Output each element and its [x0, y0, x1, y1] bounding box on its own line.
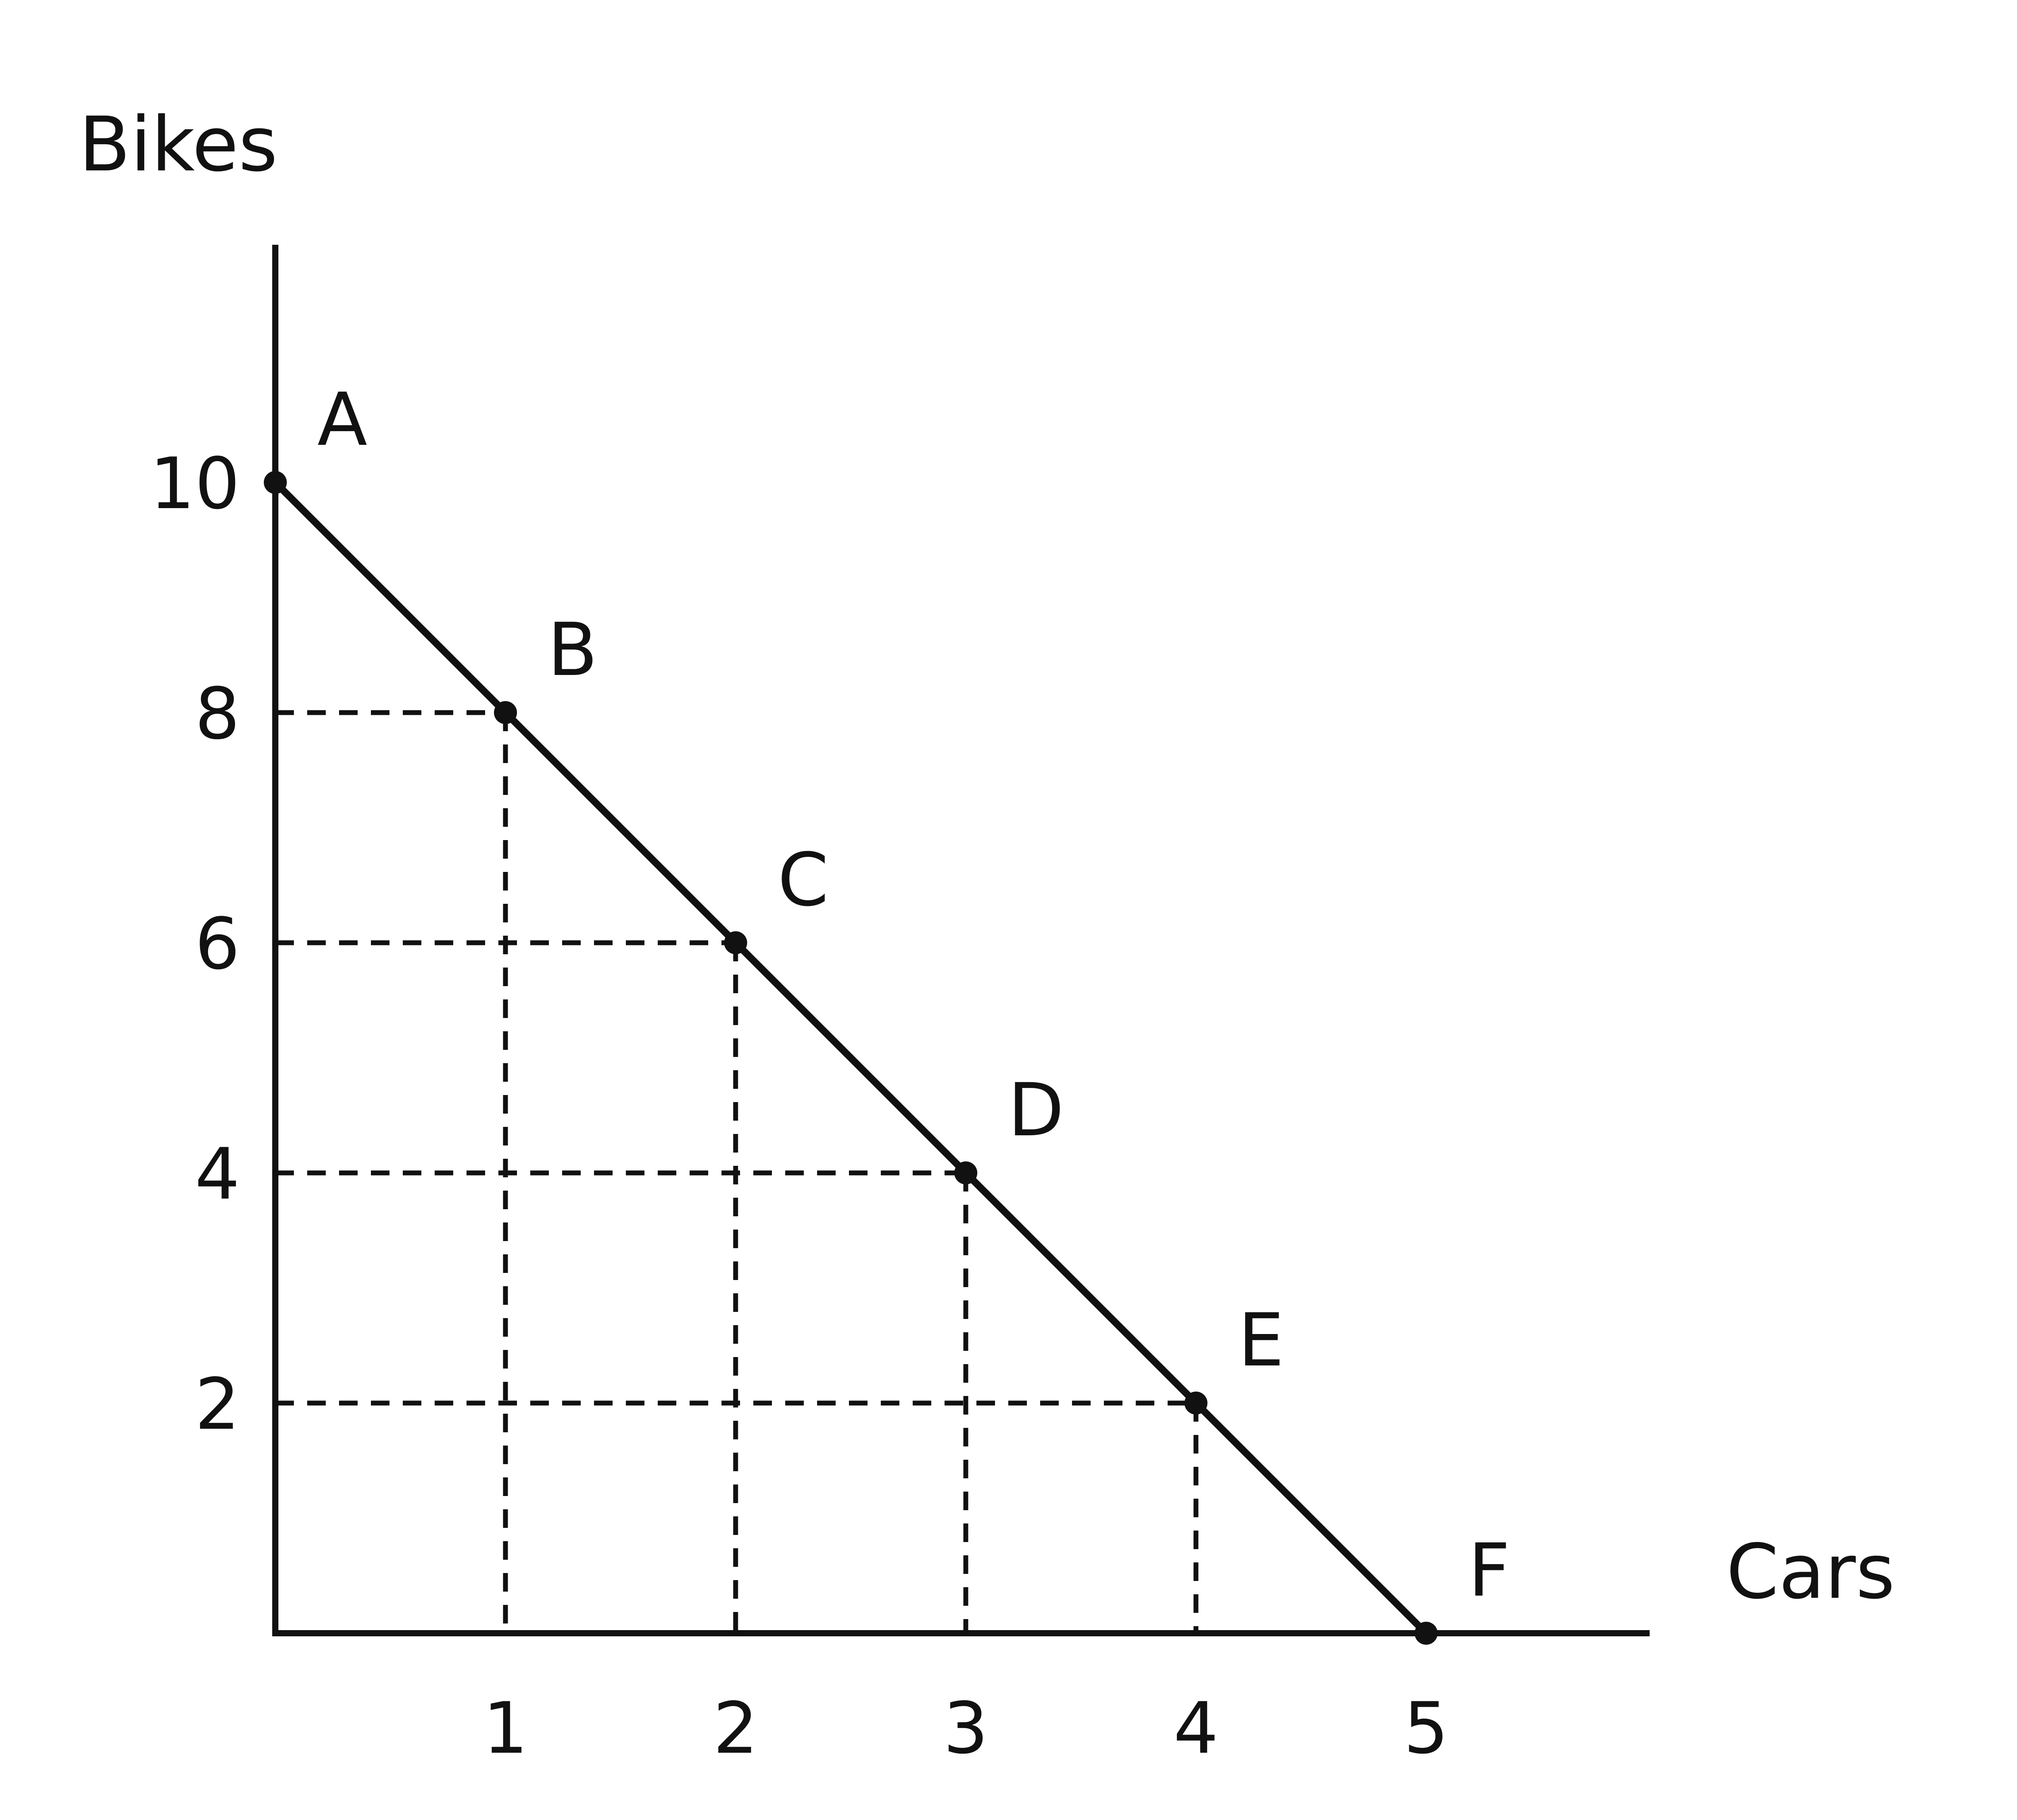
y-tick-label: 4 [195, 1133, 240, 1215]
point-label-c: C [778, 837, 829, 922]
y-tick-label: 2 [195, 1363, 240, 1446]
x-axis-title: Cars [1726, 1528, 1895, 1616]
point-label-d: D [1008, 1068, 1064, 1153]
point-e [1184, 1392, 1207, 1415]
x-tick-label: 3 [943, 1687, 988, 1770]
point-labels: A B C D E F [317, 377, 1510, 1613]
point-c [724, 931, 747, 954]
point-b [494, 701, 517, 724]
data-points [264, 471, 1438, 1645]
x-tick-label: 1 [483, 1687, 528, 1770]
x-tick-labels: 1 2 3 4 5 [483, 1687, 1449, 1770]
ppf-line [272, 479, 1430, 1637]
y-tick-label: 10 [150, 442, 240, 525]
x-tick-label: 4 [1173, 1687, 1219, 1770]
y-tick-labels: 2 4 6 8 10 [150, 442, 240, 1446]
x-tick-label: 5 [1404, 1687, 1449, 1770]
y-axis-title: Bikes [79, 101, 278, 189]
y-tick-label: 8 [195, 672, 240, 755]
point-a [264, 471, 287, 494]
point-f [1415, 1622, 1438, 1645]
point-label-e: E [1238, 1298, 1284, 1383]
point-label-b: B [548, 607, 598, 692]
x-tick-label: 2 [713, 1687, 758, 1770]
point-label-a: A [317, 377, 367, 462]
point-label-f: F [1468, 1528, 1510, 1613]
dashed-guides [275, 710, 1199, 1633]
point-d [954, 1161, 977, 1184]
y-tick-label: 6 [195, 902, 240, 985]
